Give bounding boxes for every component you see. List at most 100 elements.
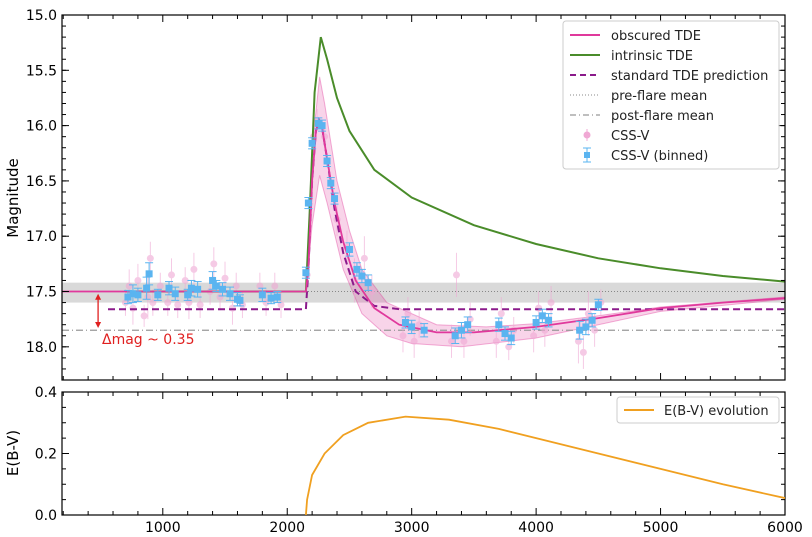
css-v-binned-point	[218, 282, 227, 297]
css-v-binned-marker	[304, 199, 312, 207]
y-tick-label: 17.0	[26, 229, 57, 245]
y-axis-label-magnitude: Magnitude	[4, 158, 22, 237]
x-tick-label: 4000	[518, 520, 554, 536]
css-v-binned-point	[457, 321, 466, 339]
css-v-binned-point	[494, 317, 503, 332]
css-v-binned-point	[193, 281, 202, 298]
css-v-point	[164, 289, 172, 316]
css-v-binned-marker	[582, 323, 590, 331]
css-v-binned-marker	[302, 269, 310, 277]
css-v-binned-point	[345, 242, 354, 257]
css-v-binned-marker	[538, 312, 546, 320]
css-v-binned-point	[507, 330, 516, 346]
css-v-binned-point	[308, 137, 317, 150]
css-v-binned-point	[267, 292, 276, 305]
css-v-binned-point	[538, 308, 547, 323]
css-v-binned-point	[407, 319, 416, 335]
css-v-binned-marker	[457, 326, 465, 334]
css-v-binned-marker	[451, 332, 459, 340]
arrow-head-down	[95, 322, 102, 329]
css-v-marker	[140, 312, 148, 320]
axes-frame	[61, 14, 786, 381]
x-tick-label: 5000	[643, 520, 679, 536]
css-v-binned-marker	[143, 284, 151, 292]
css-v-binned-point	[304, 197, 313, 210]
css-v-marker	[591, 326, 599, 334]
css-v-point	[415, 311, 423, 338]
css-v-binned-marker	[212, 282, 220, 290]
css-v-marker	[129, 304, 137, 312]
css-v-binned-marker	[184, 291, 192, 299]
legend-ebv: E(B-V) evolution	[664, 404, 769, 419]
css-v-binned-point	[153, 288, 162, 301]
plot-area	[62, 36, 785, 369]
css-v-binned-marker	[171, 290, 179, 298]
css-v-marker	[221, 274, 229, 282]
css-v-binned-marker	[194, 285, 202, 293]
y-tick-label: 0.2	[35, 447, 57, 463]
legend-post-flare: post-flare mean	[611, 109, 714, 124]
legend-swatch-binned	[583, 147, 591, 163]
css-v-binned-marker	[420, 326, 428, 334]
css-v-marker	[134, 276, 142, 284]
css-v-binned-marker	[187, 284, 195, 292]
css-v-binned-point	[225, 286, 234, 301]
css-v-marker	[530, 332, 538, 340]
css-v-marker	[216, 293, 224, 301]
plot-area-bottom	[305, 415, 785, 515]
css-v-binned-point	[544, 313, 553, 328]
css-v-binned-point	[301, 266, 310, 279]
css-v-point	[579, 335, 587, 369]
y-tick-label: 15.5	[26, 63, 57, 79]
css-v-binned-point	[212, 279, 221, 293]
y-tick-label: 17.5	[26, 285, 57, 301]
css-v-marker	[146, 254, 154, 262]
css-v-binned-marker	[134, 291, 142, 299]
css-v-marker	[271, 282, 279, 290]
css-v-binned-point	[463, 316, 472, 333]
css-v-binned-point	[133, 287, 142, 302]
css-v-binned-marker	[401, 318, 409, 326]
css-v-binned-point	[165, 281, 174, 296]
css-v-binned-marker	[576, 326, 584, 334]
css-v-marker	[535, 304, 543, 312]
css-v-binned-marker	[145, 270, 153, 278]
css-v-binned-point	[501, 326, 510, 341]
css-v-marker	[210, 260, 218, 268]
legend-standard: standard TDE prediction	[611, 69, 768, 84]
css-v-binned-point	[258, 287, 267, 302]
css-v-binned-point	[357, 268, 366, 284]
css-v-marker	[121, 299, 129, 307]
css-v-binned-marker	[532, 318, 540, 326]
css-v-marker	[368, 288, 376, 296]
css-v-marker	[360, 254, 368, 262]
css-v-binned-point	[145, 262, 154, 286]
css-v-binned-marker	[236, 296, 244, 304]
css-v-point	[140, 304, 148, 327]
css-v-marker	[399, 332, 407, 340]
css-v-point	[210, 247, 218, 281]
y-tick-label: 16.0	[26, 119, 57, 135]
css-v-binned-marker	[327, 179, 335, 187]
css-v-binned-point	[364, 274, 373, 291]
css-v-binned-point	[594, 298, 603, 311]
css-v-point	[146, 241, 154, 275]
x-tick-label: 2000	[269, 520, 305, 536]
legend-swatch-raw	[583, 129, 591, 141]
css-v-marker	[497, 310, 505, 318]
css-v-binned-marker	[323, 157, 331, 165]
css-v-binned-marker	[345, 245, 353, 253]
css-v-point	[452, 252, 460, 298]
css-v-binned-point	[588, 313, 597, 328]
css-v-binned-marker	[154, 291, 162, 299]
css-v-marker	[125, 282, 133, 290]
y-axis-label-ebv: E(B-V)	[4, 430, 22, 476]
css-v-marker	[404, 310, 412, 318]
css-v-point	[144, 274, 152, 320]
css-v-binned-marker	[124, 293, 132, 301]
css-v-marker	[415, 321, 423, 329]
css-v-binned-marker	[318, 122, 326, 130]
css-v-binned-point	[323, 154, 332, 168]
legend-top: obscured TDE intrinsic TDE standard TDE …	[562, 20, 780, 170]
css-v-marker	[156, 282, 164, 290]
